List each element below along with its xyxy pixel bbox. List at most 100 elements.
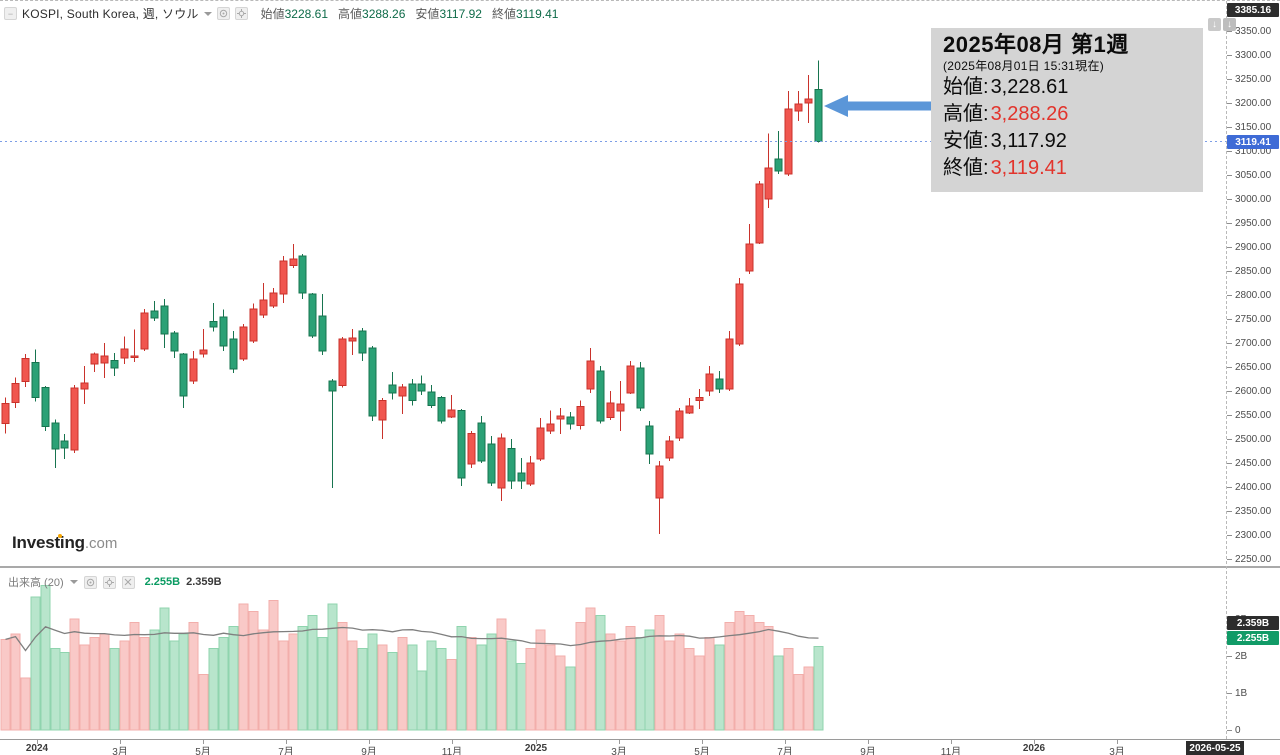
candle-body bbox=[358, 330, 367, 354]
investing-logo[interactable]: Investing .com bbox=[12, 533, 117, 553]
time-tick-label: 3月 bbox=[1109, 747, 1125, 755]
volume-tick: 1B bbox=[1227, 688, 1247, 699]
candle-body bbox=[110, 359, 119, 369]
volume-bar bbox=[188, 622, 199, 731]
volume-bar bbox=[664, 640, 675, 731]
ohlc-item: 安値3117.92 bbox=[415, 5, 482, 22]
ohlc-readout: 始値3228.61 高値3288.26 安値3117.92 終値3119.41 bbox=[261, 5, 559, 22]
candle-body bbox=[794, 103, 803, 112]
volume-bar bbox=[159, 607, 170, 731]
visibility-icon[interactable] bbox=[83, 575, 97, 589]
candle-body bbox=[209, 320, 218, 328]
volume-bar bbox=[50, 648, 61, 731]
volume-sma-line bbox=[5, 626, 819, 652]
candle-body bbox=[308, 293, 317, 337]
volume-bar bbox=[545, 644, 556, 731]
time-tick-label: 5月 bbox=[195, 747, 211, 755]
ohlc-label: 終値 bbox=[491, 7, 516, 21]
volume-indicator-header: 出来高 (20) 2.255B 2.359B bbox=[8, 574, 222, 590]
price-tick: 3350.00 bbox=[1227, 26, 1271, 37]
volume-bar bbox=[595, 614, 606, 731]
candle-body bbox=[408, 383, 417, 402]
price-tick: 2700.00 bbox=[1227, 338, 1271, 349]
callout-row-label: 始値: bbox=[943, 76, 989, 98]
time-tick-label: 3月 bbox=[112, 747, 128, 755]
volume-bar bbox=[803, 666, 814, 731]
ohlc-value: 3228.61 bbox=[284, 7, 329, 21]
time-tick-mark bbox=[1034, 740, 1035, 744]
volume-bar bbox=[605, 633, 616, 731]
candle-body bbox=[814, 88, 823, 143]
price-tick: 2650.00 bbox=[1227, 362, 1271, 373]
settings-gear-icon[interactable] bbox=[234, 7, 248, 20]
callout-row: 高値: 3,288.26 bbox=[943, 101, 1191, 128]
chart-canvas[interactable] bbox=[0, 1, 1226, 739]
candle-body bbox=[11, 382, 20, 404]
volume-bar bbox=[297, 625, 308, 731]
candle-body bbox=[328, 380, 337, 392]
close-icon[interactable] bbox=[121, 575, 135, 589]
ohlc-value: 3119.41 bbox=[515, 7, 559, 21]
time-axis[interactable]: 2026-05-25 2024 3月 5月 7月 9月 11月 2025 3月 5月 7月 9月 11… bbox=[0, 739, 1280, 755]
candle-body bbox=[298, 255, 307, 294]
candle-body bbox=[764, 167, 773, 200]
volume-bar bbox=[268, 600, 279, 731]
time-tick-label: 9月 bbox=[361, 747, 377, 755]
candle-body bbox=[259, 299, 268, 316]
candle-body bbox=[269, 292, 278, 307]
volume-bar bbox=[734, 611, 745, 731]
collapse-panel-icon[interactable]: − bbox=[4, 7, 17, 20]
volume-bar bbox=[218, 637, 229, 731]
chevron-down-icon[interactable] bbox=[69, 580, 78, 584]
volume-bar bbox=[178, 633, 189, 731]
volume-bar bbox=[198, 674, 209, 731]
volume-ma-value: 2.359B bbox=[186, 576, 222, 588]
weekly-summary-callout[interactable]: 2025年08月 第1週 (2025年08月01日 15:31現在) 始値: 3,… bbox=[931, 28, 1203, 192]
ohlc-item: 始値3228.61 bbox=[261, 5, 328, 22]
time-tick-mark bbox=[120, 740, 121, 744]
candle-body bbox=[289, 258, 298, 267]
callout-row-value: 3,228.61 bbox=[990, 76, 1069, 98]
candle-body bbox=[517, 472, 526, 482]
candle-body bbox=[457, 410, 466, 479]
volume-bar bbox=[288, 633, 299, 731]
chevron-down-icon[interactable] bbox=[203, 11, 212, 16]
logo-orange-dot-icon bbox=[57, 534, 62, 538]
candle-body bbox=[170, 332, 179, 352]
candle-body bbox=[21, 357, 30, 382]
price-axis[interactable]: 3350.00 3300.00 3250.00 3200.00 3150.00 3100.… bbox=[1226, 1, 1280, 739]
candle-body bbox=[665, 440, 674, 459]
volume-bar bbox=[99, 633, 110, 731]
time-tick-label: 2024 bbox=[25, 743, 49, 754]
candle-body bbox=[735, 283, 744, 345]
callout-arrow[interactable] bbox=[821, 92, 933, 120]
ohlc-label: 始値 bbox=[260, 7, 285, 21]
volume-bar bbox=[10, 633, 21, 731]
candle-body bbox=[586, 360, 595, 390]
callout-row-value: 3,288.26 bbox=[990, 103, 1069, 125]
volume-bar bbox=[793, 674, 804, 731]
price-tick: 2750.00 bbox=[1227, 314, 1271, 325]
price-tick: 3300.00 bbox=[1227, 50, 1271, 61]
volume-bar bbox=[704, 637, 715, 731]
volume-bar bbox=[89, 637, 100, 731]
candle-body bbox=[497, 437, 506, 489]
volume-bar bbox=[565, 666, 576, 731]
volume-bar bbox=[129, 622, 140, 731]
volume-bar bbox=[139, 637, 150, 731]
scroll-to-latest-icon[interactable]: ↓ bbox=[1223, 18, 1236, 31]
candle-body bbox=[160, 305, 169, 335]
time-tick-mark bbox=[37, 740, 38, 744]
visibility-icon[interactable] bbox=[216, 7, 230, 20]
volume-bar bbox=[337, 622, 348, 731]
volume-bar bbox=[446, 659, 457, 731]
pane-separator[interactable] bbox=[0, 566, 1280, 568]
ohlc-value: 3288.26 bbox=[362, 7, 406, 21]
volume-bar bbox=[615, 640, 626, 731]
settings-gear-icon[interactable] bbox=[102, 575, 116, 589]
volume-bar bbox=[258, 629, 269, 731]
candle-body bbox=[745, 243, 754, 272]
scroll-down-icon[interactable]: ↓ bbox=[1208, 18, 1221, 31]
candle-body bbox=[130, 355, 139, 358]
volume-bar bbox=[248, 611, 259, 731]
